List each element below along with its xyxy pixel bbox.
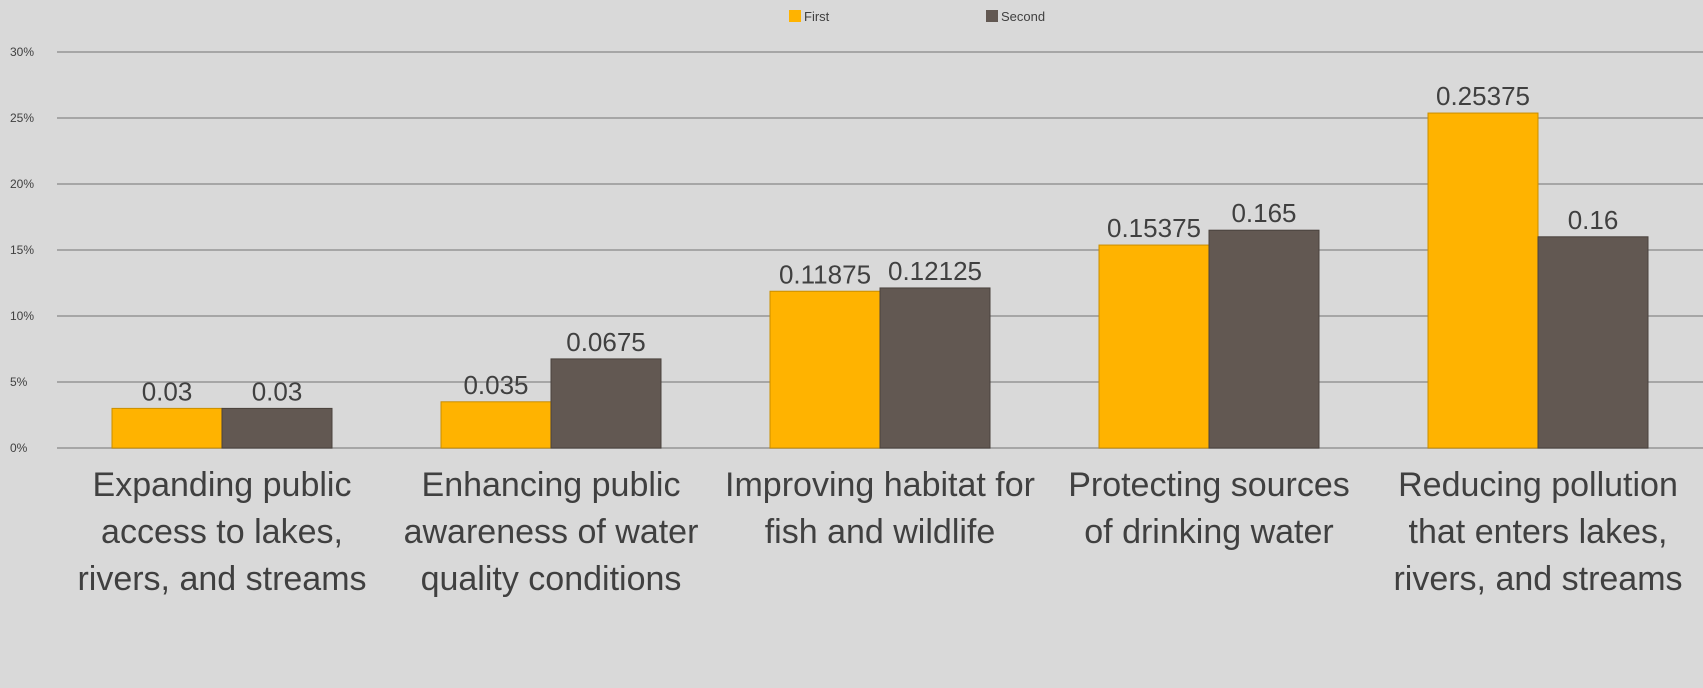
- legend-swatch-second: [986, 10, 998, 22]
- category-labels: Expanding public access to lakes, rivers, …: [77, 466, 1682, 598]
- y-axis-ticks: 0% 5% 10% 15% 20% 25% 30%: [10, 45, 34, 455]
- data-labels: 0.03 0.03 0.035 0.0675 0.11875 0.12125 0.15375…: [142, 81, 1619, 406]
- y-tick-label: 0%: [10, 441, 28, 455]
- data-label-second-0: 0.03: [252, 376, 303, 406]
- category-label-1: Enhancing public awareness of water qualit…: [404, 466, 699, 598]
- category-label-0: Expanding public access to lakes, rivers, …: [77, 466, 366, 598]
- bar-first-3: [1098, 244, 1210, 449]
- data-label-second-4: 0.16: [1568, 205, 1619, 235]
- bar-second-2: [879, 287, 991, 449]
- bar-first-4: [1427, 112, 1539, 449]
- data-label-first-3: 0.15375: [1107, 213, 1201, 243]
- category-label-3: Protecting sources of drinking water: [1068, 466, 1350, 551]
- data-label-first-2: 0.11875: [779, 259, 871, 289]
- data-label-first-1: 0.035: [463, 370, 528, 400]
- bar-second-4: [1537, 236, 1649, 449]
- legend-swatch-first: [789, 10, 801, 22]
- bar-second-1: [550, 358, 662, 449]
- data-label-second-1: 0.0675: [566, 327, 646, 357]
- category-label-2: Improving habitat for fish and wildlife: [725, 466, 1035, 551]
- bar-first-0: [111, 407, 223, 449]
- category-label-4: Reducing pollution that enters lakes, rive…: [1393, 466, 1682, 598]
- data-label-second-2: 0.12125: [888, 256, 982, 286]
- bar-second-3: [1208, 229, 1320, 449]
- bars: [111, 112, 1649, 449]
- data-label-first-0: 0.03: [142, 376, 193, 406]
- bar-first-2: [769, 290, 881, 449]
- y-tick-label: 30%: [10, 45, 34, 59]
- y-tick-label: 25%: [10, 111, 34, 125]
- y-tick-label: 10%: [10, 309, 34, 323]
- bar-first-1: [440, 401, 552, 449]
- data-label-first-4: 0.25375: [1436, 81, 1530, 111]
- legend-label-second: Second: [1001, 9, 1045, 24]
- y-tick-label: 5%: [10, 375, 28, 389]
- y-tick-label: 15%: [10, 243, 34, 257]
- legend: First Second: [789, 9, 1045, 24]
- bar-second-0: [221, 407, 333, 449]
- y-tick-label: 20%: [10, 177, 34, 191]
- data-label-second-3: 0.165: [1231, 198, 1296, 228]
- legend-label-first: First: [804, 9, 830, 24]
